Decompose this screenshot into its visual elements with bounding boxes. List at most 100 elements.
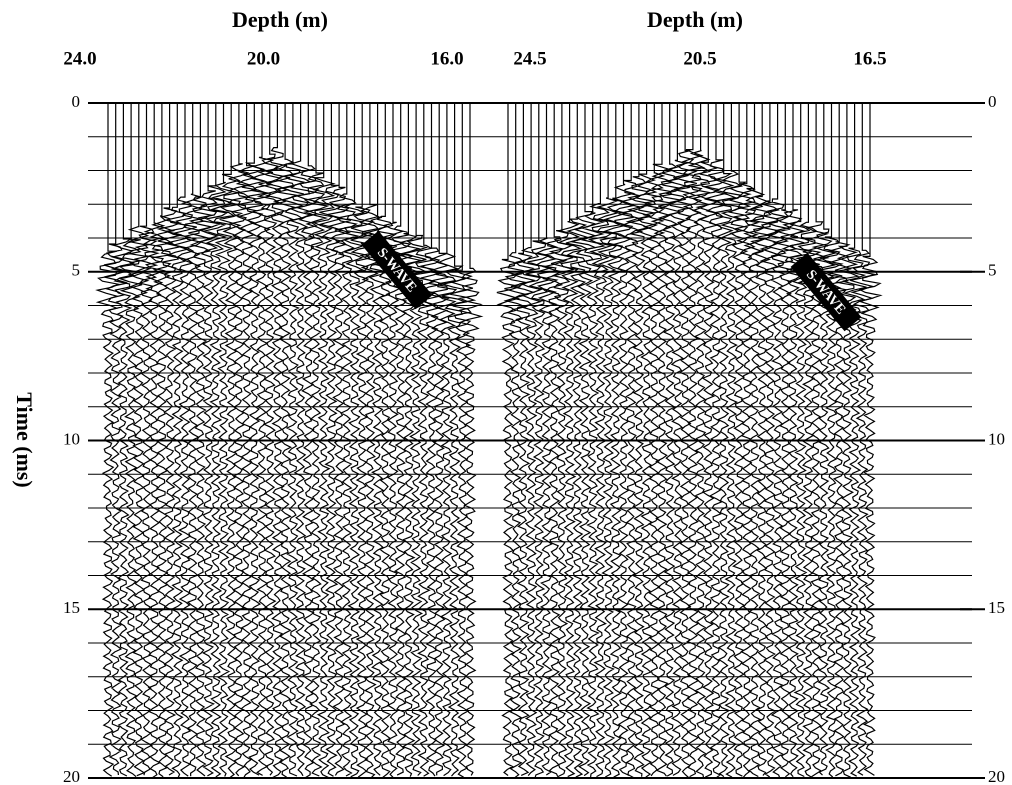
trace bbox=[565, 103, 590, 778]
trace bbox=[279, 103, 306, 777]
trace bbox=[772, 103, 799, 778]
y-tick-label: 15 bbox=[988, 598, 1005, 617]
trace bbox=[149, 103, 176, 778]
trace bbox=[435, 103, 460, 777]
trace bbox=[610, 103, 637, 776]
y-tick-label: 20 bbox=[63, 767, 80, 785]
trace bbox=[743, 103, 767, 778]
trace bbox=[317, 103, 344, 777]
trace bbox=[164, 103, 191, 778]
trace bbox=[227, 103, 252, 777]
trace bbox=[342, 103, 369, 778]
trace bbox=[842, 103, 867, 777]
trace bbox=[681, 103, 706, 778]
trace bbox=[209, 103, 236, 777]
trace bbox=[294, 103, 320, 779]
trace bbox=[249, 103, 275, 776]
traces bbox=[496, 103, 883, 779]
y-tick-label: 5 bbox=[72, 261, 81, 280]
x-tick-label: 16.5 bbox=[853, 48, 886, 69]
trace bbox=[312, 103, 336, 779]
trace bbox=[264, 103, 291, 779]
trace bbox=[510, 103, 536, 776]
trace bbox=[142, 103, 167, 779]
trace bbox=[811, 103, 838, 776]
trace bbox=[618, 103, 645, 779]
trace bbox=[372, 103, 398, 778]
trace bbox=[525, 103, 553, 779]
trace bbox=[402, 103, 429, 776]
trace bbox=[256, 103, 283, 776]
trace bbox=[95, 103, 121, 777]
trace bbox=[635, 103, 659, 778]
trace bbox=[334, 103, 360, 777]
trace bbox=[358, 103, 381, 779]
trace bbox=[426, 103, 450, 776]
trace bbox=[702, 103, 729, 779]
trace bbox=[857, 103, 883, 776]
trace bbox=[625, 103, 653, 777]
trace bbox=[181, 103, 206, 777]
trace bbox=[118, 103, 146, 778]
trace bbox=[834, 103, 861, 778]
trace bbox=[202, 103, 229, 778]
trace bbox=[288, 103, 313, 777]
trace bbox=[303, 103, 330, 777]
trace bbox=[780, 103, 806, 778]
x-tick-label: 20.0 bbox=[247, 48, 280, 69]
trace bbox=[156, 103, 183, 776]
x-tick-label: 20.5 bbox=[683, 48, 716, 69]
trace bbox=[272, 103, 299, 778]
trace bbox=[642, 103, 666, 777]
y-tick-label: 10 bbox=[988, 429, 1005, 448]
y-tick-label: 0 bbox=[988, 92, 997, 111]
trace bbox=[579, 103, 606, 778]
trace bbox=[235, 103, 259, 778]
y-tick-label: 5 bbox=[988, 261, 997, 280]
trace bbox=[395, 103, 422, 777]
annotation: S-WAVE bbox=[790, 252, 862, 332]
trace bbox=[720, 103, 744, 778]
traces bbox=[95, 103, 484, 779]
y-tick-label: 15 bbox=[63, 598, 80, 617]
panel-title: Depth (m) bbox=[647, 7, 743, 32]
trace bbox=[764, 103, 791, 779]
trace bbox=[757, 103, 782, 778]
annotation-box bbox=[790, 252, 862, 332]
trace bbox=[219, 103, 244, 778]
trace bbox=[134, 103, 160, 776]
trace bbox=[503, 103, 530, 779]
trace bbox=[457, 103, 484, 776]
trace bbox=[197, 103, 223, 777]
trace bbox=[556, 103, 583, 778]
trace bbox=[103, 103, 130, 776]
trace bbox=[534, 103, 559, 776]
trace bbox=[548, 103, 574, 778]
trace bbox=[172, 103, 198, 777]
trace bbox=[380, 103, 406, 778]
x-tick-label: 24.5 bbox=[513, 48, 546, 69]
trace bbox=[788, 103, 815, 778]
y-tick-label: 20 bbox=[988, 767, 1005, 785]
trace bbox=[802, 103, 830, 778]
trace bbox=[711, 103, 738, 778]
trace bbox=[749, 103, 773, 776]
trace bbox=[687, 103, 712, 778]
trace bbox=[127, 103, 152, 777]
trace bbox=[596, 103, 622, 778]
y-axis-label: Time (ms) bbox=[12, 392, 37, 488]
trace bbox=[541, 103, 568, 778]
y-tick-label: 0 bbox=[72, 92, 81, 111]
trace bbox=[650, 103, 675, 777]
trace bbox=[602, 103, 629, 778]
trace bbox=[657, 103, 683, 777]
trace bbox=[732, 103, 760, 779]
trace bbox=[665, 103, 690, 776]
trace bbox=[188, 103, 215, 777]
trace bbox=[571, 103, 598, 777]
trace bbox=[449, 103, 477, 778]
trace bbox=[441, 103, 468, 777]
trace bbox=[694, 103, 722, 778]
trace bbox=[419, 103, 446, 777]
